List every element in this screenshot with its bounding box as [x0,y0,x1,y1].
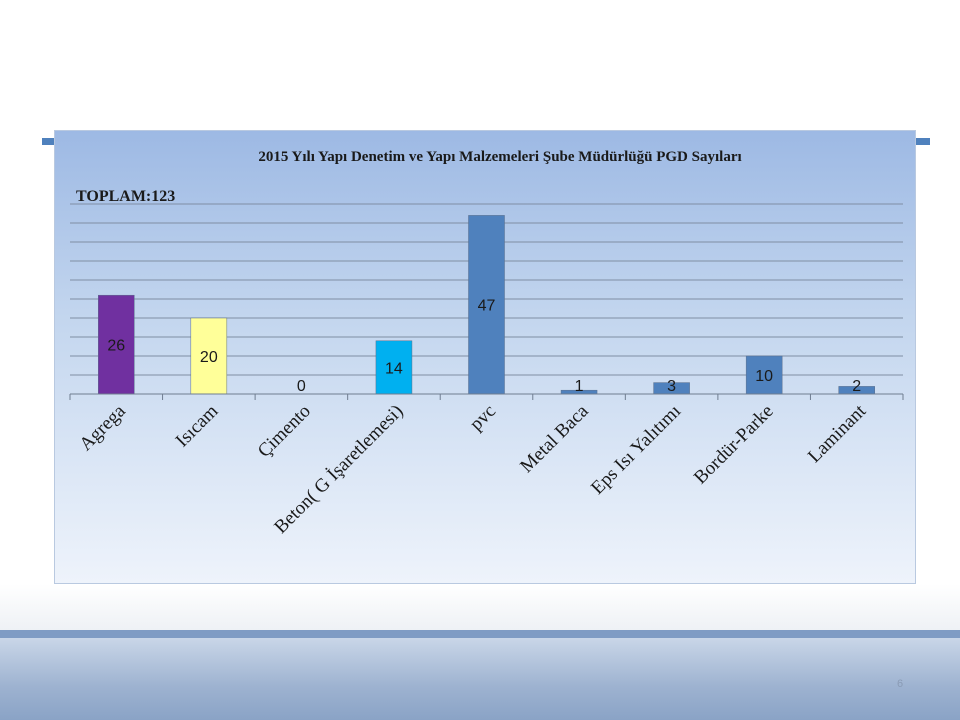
data-label: 3 [667,378,676,395]
data-label: 47 [478,298,496,315]
bar [745,355,783,395]
bar [468,215,505,395]
bar [98,294,135,395]
data-label: 0 [297,378,306,395]
page-number: 6 [896,678,904,690]
data-label: 26 [107,338,125,355]
category-label: Eps Isı Yalıtımı [587,401,685,499]
category-label: Metal Baca [516,400,593,477]
bar [375,340,413,395]
x-axis [69,393,904,400]
chart-title: 2015 Yılı Yapı Denetim ve Yapı Malzemele… [258,149,742,165]
data-label: 10 [755,368,773,385]
footer-fade [0,584,960,630]
data-label: 20 [200,349,218,366]
category-label: Laminant [804,400,871,467]
category-label: pvc [466,401,500,435]
category-label: Çimento [254,401,315,462]
bar [190,317,228,395]
category-label: Isıcam [172,401,223,452]
category-label: Bordür-Parke [690,401,778,489]
total-label: TOPLAM:123 [76,188,176,205]
data-label: 14 [385,360,403,377]
category-label: Agrega [75,400,130,455]
data-label: 1 [575,378,584,395]
footer-band [0,638,960,720]
bars [98,215,875,395]
data-label: 2 [852,378,861,395]
footer-rule [0,630,960,638]
data-labels: 26 20 0 14 47 1 3 10 2 [107,298,861,395]
